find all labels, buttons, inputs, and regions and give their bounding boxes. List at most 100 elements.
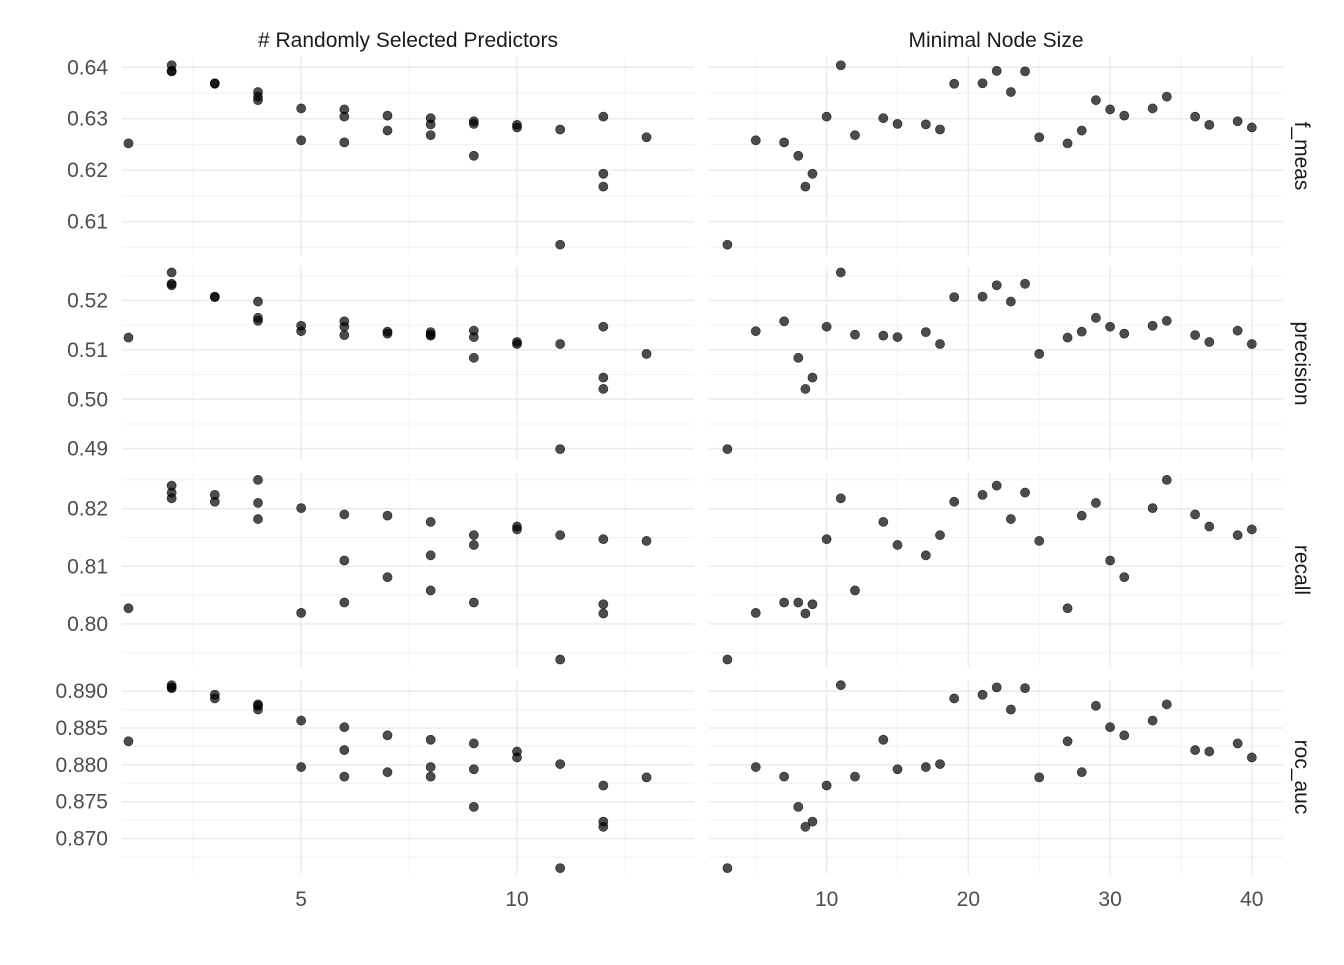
data-point xyxy=(468,801,479,812)
data-point xyxy=(468,352,479,363)
data-point xyxy=(892,332,903,342)
data-point xyxy=(1020,66,1030,77)
data-point xyxy=(382,326,393,337)
data-point xyxy=(598,372,609,383)
data-point xyxy=(1105,722,1115,733)
data-point xyxy=(382,572,393,583)
row-strip-label: f_meas xyxy=(1290,122,1313,191)
data-point xyxy=(166,278,177,289)
data-point xyxy=(598,534,609,545)
data-point xyxy=(339,722,350,733)
data-point xyxy=(382,125,393,136)
data-point xyxy=(123,736,134,747)
data-point xyxy=(468,540,479,550)
data-point xyxy=(821,534,832,545)
x-tick-label: 30 xyxy=(1098,888,1121,911)
data-point xyxy=(821,111,832,122)
data-point xyxy=(878,330,889,341)
data-point xyxy=(598,111,609,122)
data-point xyxy=(793,597,804,608)
data-point xyxy=(1161,699,1172,710)
data-point xyxy=(850,130,860,141)
data-point xyxy=(1161,315,1172,326)
data-point xyxy=(892,118,903,129)
data-point xyxy=(339,137,350,148)
data-point xyxy=(821,321,832,332)
data-point xyxy=(1062,138,1073,149)
data-point xyxy=(425,585,436,596)
data-point xyxy=(779,316,790,327)
y-tick-label: 0.63 xyxy=(67,108,108,131)
data-point xyxy=(750,607,761,618)
data-point xyxy=(1062,332,1073,343)
data-point xyxy=(722,863,733,873)
data-point xyxy=(949,693,960,704)
points-layer xyxy=(123,60,1257,873)
data-point xyxy=(1246,524,1257,535)
data-point xyxy=(468,150,479,161)
data-point xyxy=(949,78,960,89)
y-tick-label: 0.61 xyxy=(67,211,108,234)
data-point xyxy=(468,118,479,129)
grid-layer xyxy=(122,57,1283,874)
x-tick-label: 40 xyxy=(1240,888,1263,911)
y-tick-label: 0.81 xyxy=(67,555,108,578)
y-tick-label: 0.82 xyxy=(67,498,108,521)
data-point xyxy=(793,801,804,812)
data-point xyxy=(1119,110,1130,121)
row-strip-label: recall xyxy=(1290,545,1313,595)
y-tick-label: 0.870 xyxy=(55,828,108,851)
data-point xyxy=(892,764,903,775)
data-point xyxy=(253,700,263,711)
data-point xyxy=(835,267,846,278)
data-point xyxy=(555,654,566,665)
data-point xyxy=(722,239,733,250)
data-point xyxy=(382,110,393,121)
data-point xyxy=(1091,498,1101,508)
data-point xyxy=(468,738,479,749)
data-point xyxy=(835,493,846,504)
data-point xyxy=(598,599,609,610)
data-point xyxy=(1020,487,1030,498)
data-point xyxy=(1204,521,1215,532)
data-point xyxy=(1005,87,1016,97)
data-point xyxy=(991,65,1002,76)
row-strip-label: precision xyxy=(1290,321,1313,405)
data-point xyxy=(800,821,811,832)
data-point xyxy=(920,327,931,338)
data-point xyxy=(296,503,307,514)
data-point xyxy=(920,119,931,130)
data-point xyxy=(1020,683,1030,694)
data-point xyxy=(1091,312,1101,323)
data-point xyxy=(807,599,818,610)
data-point xyxy=(977,291,988,302)
data-point xyxy=(598,384,609,394)
data-point xyxy=(807,168,818,179)
data-point xyxy=(1091,700,1101,711)
data-point xyxy=(425,762,436,772)
data-point xyxy=(850,585,860,596)
data-point xyxy=(468,597,479,608)
column-strip-label: # Randomly Selected Predictors xyxy=(258,29,558,52)
data-point xyxy=(339,771,350,782)
data-point xyxy=(598,321,609,332)
data-point xyxy=(1190,509,1201,520)
data-point xyxy=(1232,530,1243,541)
x-tick-label: 10 xyxy=(815,888,838,911)
data-point xyxy=(1161,91,1172,102)
data-point xyxy=(425,329,436,340)
column-strip-label: Minimal Node Size xyxy=(908,29,1083,52)
data-point xyxy=(1190,330,1201,341)
data-point xyxy=(1246,339,1257,349)
data-point xyxy=(1147,103,1158,114)
data-point xyxy=(1119,572,1130,583)
data-point xyxy=(1232,116,1243,127)
y-tick-label: 0.50 xyxy=(67,388,108,411)
data-point xyxy=(425,734,436,745)
data-point xyxy=(977,78,988,89)
data-point xyxy=(296,607,307,618)
data-point xyxy=(1076,326,1087,337)
data-point xyxy=(166,683,177,694)
data-point xyxy=(750,326,761,337)
data-point xyxy=(598,168,609,179)
